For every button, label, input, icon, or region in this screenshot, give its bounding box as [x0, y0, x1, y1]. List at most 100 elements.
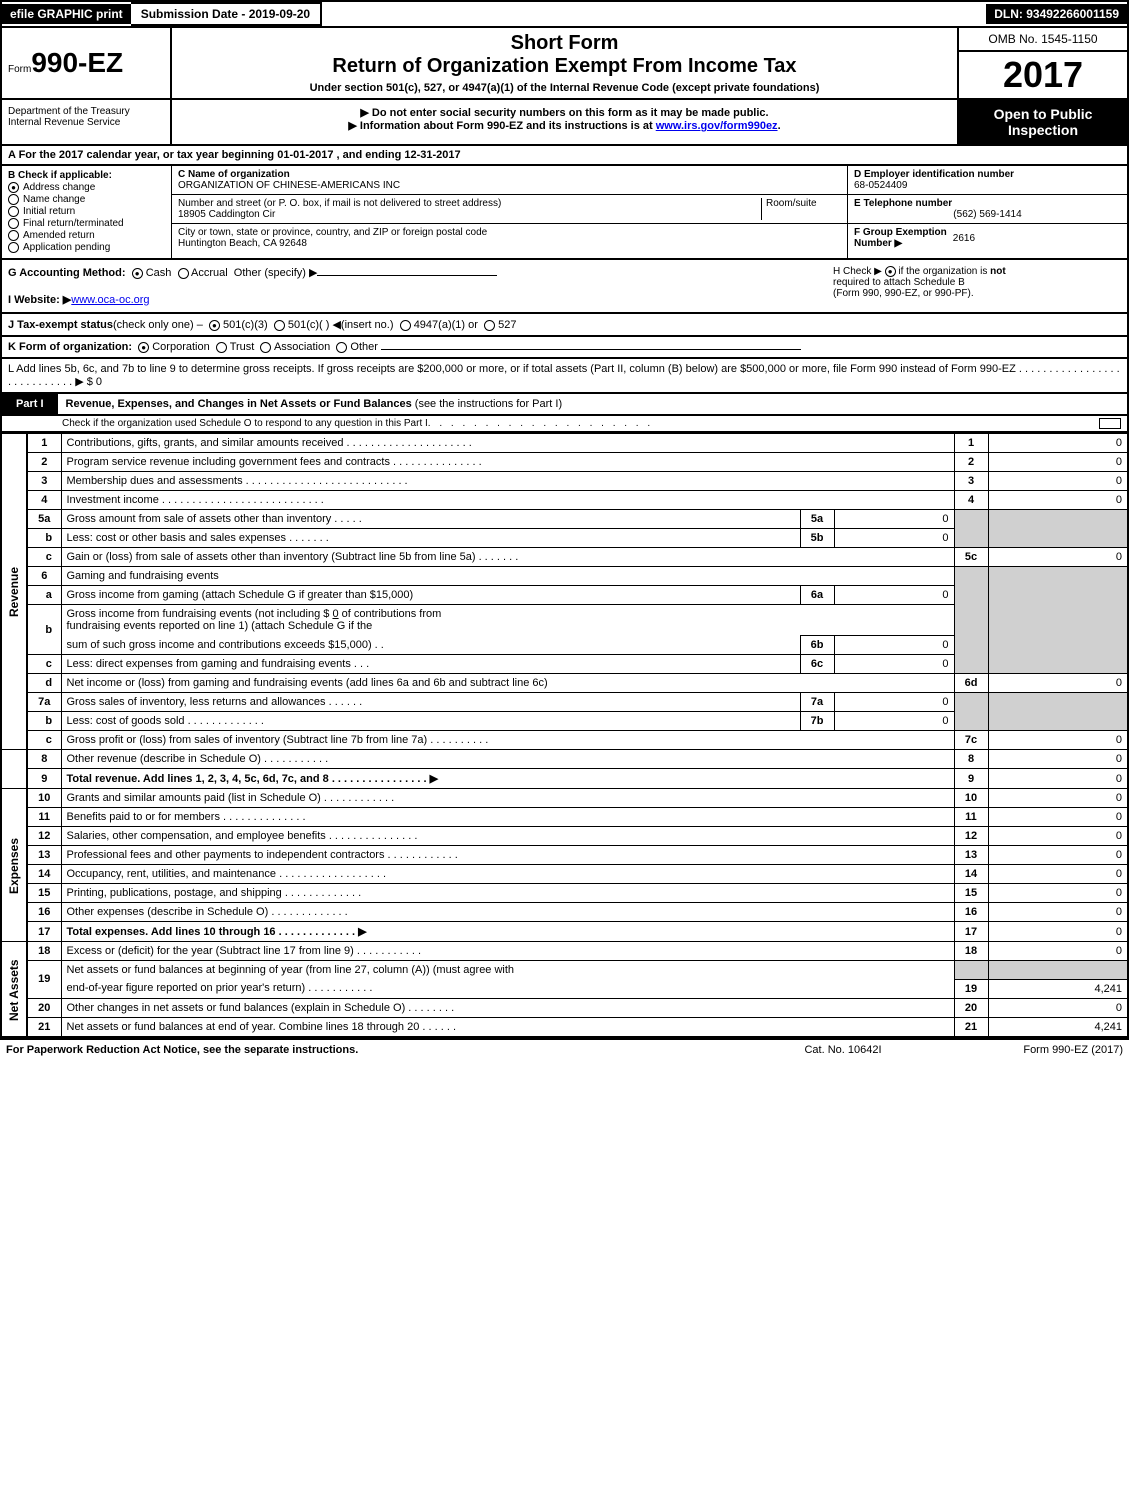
line-16-val: 0 [988, 903, 1128, 922]
check-corporation[interactable] [138, 342, 149, 353]
line-20-val: 0 [988, 998, 1128, 1017]
group-exempt-label: F Group Exemption Number ▶ [854, 227, 947, 249]
part-1-header: Part I Revenue, Expenses, and Changes in… [0, 394, 1129, 416]
line-4-no: 4 [954, 491, 988, 510]
label-corporation: Corporation [152, 341, 209, 353]
check-final-return[interactable] [8, 218, 19, 229]
line-5c-desc: Gain or (loss) from sale of assets other… [61, 548, 954, 567]
line-17-desc: Total expenses. Add lines 10 through 16 … [61, 922, 954, 942]
line-6c-mid-num: 6c [800, 655, 834, 674]
footer-right: Form 990-EZ (2017) [943, 1044, 1123, 1056]
line-21-num: 21 [27, 1017, 61, 1037]
line-2-desc: Program service revenue including govern… [61, 453, 954, 472]
label-association: Association [274, 341, 330, 353]
line-8-no: 8 [954, 750, 988, 769]
line-20-desc: Other changes in net assets or fund bala… [61, 998, 954, 1017]
line-9-no: 9 [954, 769, 988, 789]
line-11-num: 11 [27, 808, 61, 827]
room-suite-label: Room/suite [761, 198, 841, 220]
line-6d-desc: Net income or (loss) from gaming and fun… [61, 674, 954, 693]
line-12-desc: Salaries, other compensation, and employ… [61, 827, 954, 846]
line-6-num: 6 [27, 567, 61, 586]
line-9-desc: Total revenue. Add lines 1, 2, 3, 4, 5c,… [61, 769, 954, 789]
line-18-desc: Excess or (deficit) for the year (Subtra… [61, 942, 954, 961]
form-header-2: Department of the Treasury Internal Reve… [0, 100, 1129, 146]
form-title: Return of Organization Exempt From Incom… [176, 55, 953, 78]
check-cash[interactable] [132, 268, 143, 279]
line-6c-mid-val: 0 [834, 655, 954, 674]
form-prefix: Form [8, 64, 31, 75]
line-1-desc: Contributions, gifts, grants, and simila… [61, 434, 954, 453]
line-6d-val: 0 [988, 674, 1128, 693]
section-b: B Check if applicable: Address change Na… [2, 166, 172, 258]
row-l: L Add lines 5b, 6c, and 7b to line 9 to … [0, 359, 1129, 394]
section-b-header: B Check if applicable: [8, 170, 165, 181]
line-21-no: 21 [954, 1017, 988, 1037]
check-527[interactable] [484, 320, 495, 331]
j-paren: (check only one) – [113, 319, 203, 331]
efile-print-button[interactable]: efile GRAPHIC print [2, 4, 131, 24]
check-other-org[interactable] [336, 342, 347, 353]
part-1-title-note: (see the instructions for Part I) [415, 398, 562, 410]
part-1-tab: Part I [2, 394, 58, 414]
check-name-change[interactable] [8, 194, 19, 205]
check-accrual[interactable] [178, 268, 189, 279]
label-4947: 4947(a)(1) or [414, 319, 478, 331]
line-11-no: 11 [954, 808, 988, 827]
label-name-change: Name change [23, 194, 85, 205]
line-4-desc: Investment income . . . . . . . . . . . … [61, 491, 954, 510]
part-1-title: Revenue, Expenses, and Changes in Net As… [66, 398, 415, 410]
line-9-num: 9 [27, 769, 61, 789]
check-501c[interactable] [274, 320, 285, 331]
check-address-change[interactable] [8, 182, 19, 193]
line-10-num: 10 [27, 789, 61, 808]
line-14-val: 0 [988, 865, 1128, 884]
line-3-desc: Membership dues and assessments . . . . … [61, 472, 954, 491]
line-19-no: 19 [954, 979, 988, 998]
submission-date: Submission Date - 2019-09-20 [131, 2, 322, 26]
check-application-pending[interactable] [8, 242, 19, 253]
line-21-desc: Net assets or fund balances at end of ye… [61, 1017, 954, 1037]
check-501c3[interactable] [209, 320, 220, 331]
accounting-method-label: G Accounting Method: [8, 267, 126, 279]
label-trust: Trust [230, 341, 255, 353]
line-11-val: 0 [988, 808, 1128, 827]
line-20-num: 20 [27, 998, 61, 1017]
line-3-no: 3 [954, 472, 988, 491]
note-ssn: ▶ Do not enter social security numbers o… [178, 106, 951, 119]
line-8-num: 8 [27, 750, 61, 769]
side-expenses: Expenses [1, 789, 27, 942]
line-18-no: 18 [954, 942, 988, 961]
check-amended-return[interactable] [8, 230, 19, 241]
irs-link[interactable]: www.irs.gov/form990ez [656, 120, 778, 132]
line-7b-desc: Less: cost of goods sold . . . . . . . .… [61, 712, 800, 731]
line-5c-val: 0 [988, 548, 1128, 567]
check-h[interactable] [885, 266, 896, 277]
group-exempt-value: 2616 [953, 233, 975, 244]
line-2-no: 2 [954, 453, 988, 472]
line-15-no: 15 [954, 884, 988, 903]
check-trust[interactable] [216, 342, 227, 353]
tel-label: E Telephone number [854, 198, 1121, 209]
line-7a-mid-val: 0 [834, 693, 954, 712]
footer-center: Cat. No. 10642I [743, 1044, 943, 1056]
omb-number: OMB No. 1545-1150 [959, 28, 1127, 52]
line-6c-desc: Less: direct expenses from gaming and fu… [61, 655, 800, 674]
h-check-label: H Check ▶ [833, 266, 882, 277]
line-18-val: 0 [988, 942, 1128, 961]
check-association[interactable] [260, 342, 271, 353]
line-6b-desc1: Gross income from fundraising events (no… [61, 605, 954, 636]
form-number: 990-EZ [31, 47, 123, 78]
line-16-no: 16 [954, 903, 988, 922]
section-c: C Name of organization ORGANIZATION OF C… [172, 166, 847, 258]
dept-treasury: Department of the Treasury Internal Reve… [2, 100, 172, 144]
check-initial-return[interactable] [8, 206, 19, 217]
line-6a-mid-val: 0 [834, 586, 954, 605]
label-527: 527 [498, 319, 516, 331]
website-link[interactable]: www.oca-oc.org [71, 294, 149, 306]
check-4947[interactable] [400, 320, 411, 331]
line-14-num: 14 [27, 865, 61, 884]
line-14-no: 14 [954, 865, 988, 884]
label-amended-return: Amended return [23, 230, 95, 241]
part-1-checkbox[interactable] [1099, 418, 1121, 429]
